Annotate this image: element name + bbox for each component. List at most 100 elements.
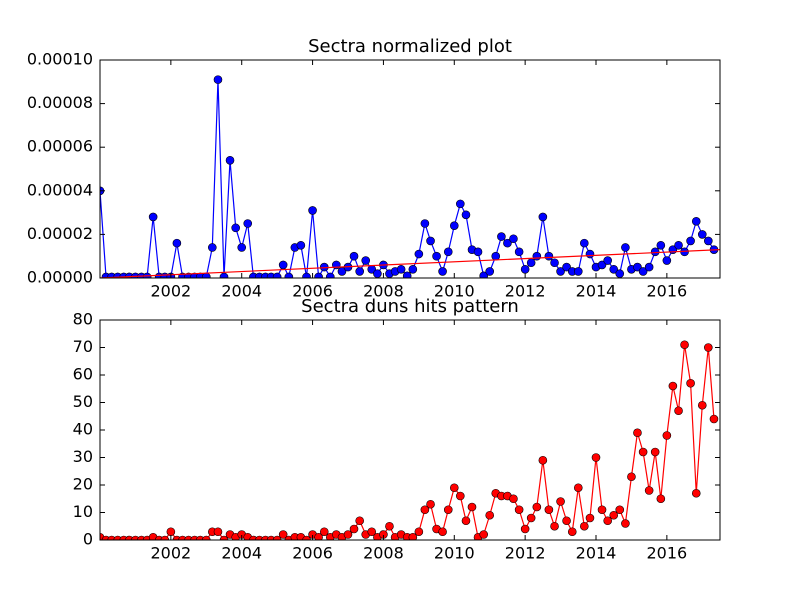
y-tick-label: 0.00000 [27, 268, 93, 287]
data-point [142, 272, 152, 278]
data-point [650, 247, 660, 257]
data-point [603, 516, 612, 526]
y-tick-label: 0.00004 [27, 180, 93, 199]
data-point [638, 267, 648, 276]
data-point [520, 264, 530, 274]
data-point [644, 262, 654, 272]
chart-title: Sectra duns hits pattern [301, 296, 519, 317]
data-point [621, 243, 630, 252]
data-point [603, 256, 612, 265]
data-point [355, 516, 364, 526]
y-tick-label: 60 [73, 365, 93, 384]
axes-frame [99, 59, 721, 279]
data-point [544, 505, 554, 515]
data-point [485, 267, 495, 276]
data-point [243, 219, 253, 228]
data-point [567, 527, 577, 537]
x-tick-label: 2008 [363, 544, 404, 563]
data-point [656, 241, 666, 250]
x-tick-label: 2002 [150, 282, 191, 301]
data-point [438, 267, 447, 276]
data-point [325, 272, 335, 278]
data-point [373, 269, 382, 278]
data-point [467, 502, 477, 512]
data-point [538, 212, 548, 222]
y-tick-label: 40 [73, 420, 93, 439]
data-point [526, 258, 536, 268]
chart-title: Sectra normalized plot [308, 36, 512, 57]
data-point [414, 249, 424, 259]
data-point [691, 488, 701, 498]
data-point [443, 247, 453, 257]
data-point [491, 251, 501, 261]
data-point [408, 264, 418, 274]
data-point [355, 267, 364, 276]
data-point [231, 223, 240, 233]
data-point [674, 406, 683, 416]
data-point [650, 447, 660, 457]
data-point [633, 428, 642, 438]
data-point [704, 236, 713, 246]
data-point [668, 381, 678, 391]
data-point [697, 230, 707, 239]
y-tick-label: 0.00008 [27, 93, 93, 112]
y-tick-label: 0 [83, 530, 93, 549]
data-point [638, 447, 648, 457]
data-point [556, 497, 565, 506]
data-point [479, 271, 488, 278]
data-point [449, 221, 459, 230]
data-point [709, 414, 719, 424]
data-point [615, 269, 625, 278]
data-point [662, 256, 672, 265]
data-point [308, 206, 317, 215]
data-point [503, 238, 512, 248]
data-point [662, 431, 672, 440]
data-point [302, 535, 311, 540]
data-point [686, 378, 695, 388]
data-point [580, 521, 589, 531]
data-point [509, 494, 518, 504]
data-point [656, 494, 666, 504]
x-tick-label: 2004 [221, 282, 262, 301]
data-point [461, 210, 471, 220]
y-tick-label: 20 [73, 475, 93, 494]
data-point [208, 243, 217, 252]
data-point [160, 535, 170, 540]
x-tick-label: 2012 [505, 544, 546, 563]
data-point [644, 486, 654, 495]
data-point [585, 513, 595, 523]
data-point [526, 513, 536, 523]
data-point [550, 521, 559, 531]
y-tick-label: 50 [73, 392, 93, 411]
data-point [438, 527, 447, 537]
y-tick-label: 80 [73, 310, 93, 329]
data-point [520, 524, 530, 534]
data-point [278, 260, 288, 270]
data-point [213, 75, 223, 84]
y-tick-label: 30 [73, 447, 93, 466]
data-point [213, 527, 223, 537]
data-point [597, 505, 607, 515]
data-point [509, 234, 518, 244]
data-point [426, 236, 435, 246]
data-point [237, 243, 247, 252]
data-point [580, 238, 589, 248]
data-point [278, 530, 288, 539]
series-line [100, 249, 720, 278]
data-point [402, 271, 412, 278]
x-tick-label: 2010 [434, 544, 475, 563]
data-point [704, 343, 713, 352]
data-point [420, 219, 430, 228]
data-point [621, 519, 630, 528]
y-tick-label: 70 [73, 337, 93, 356]
data-point [461, 516, 471, 526]
x-tick-label: 2004 [221, 544, 262, 563]
data-point [633, 262, 642, 272]
y-tick-label: 0.00010 [27, 50, 93, 69]
data-point [514, 505, 524, 515]
data-point [443, 505, 453, 515]
data-point [302, 272, 311, 278]
data-point [449, 483, 459, 493]
data-point [426, 499, 435, 509]
data-point [408, 532, 418, 540]
